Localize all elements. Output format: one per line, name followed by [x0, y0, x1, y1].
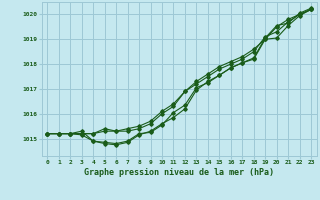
X-axis label: Graphe pression niveau de la mer (hPa): Graphe pression niveau de la mer (hPa) [84, 168, 274, 177]
